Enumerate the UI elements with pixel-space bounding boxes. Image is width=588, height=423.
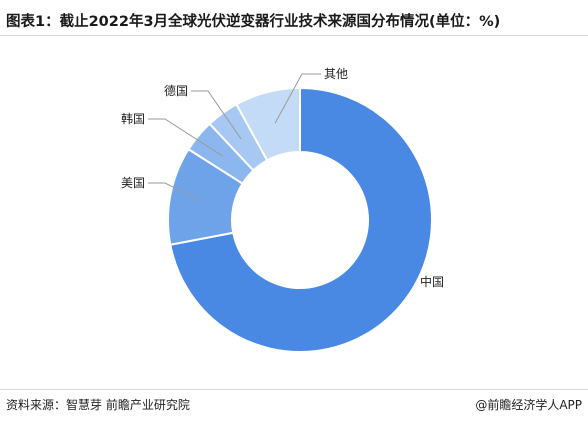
leader-line-2 (148, 118, 224, 157)
source-note: 资料来源：智慧芽 前瞻产业研究院 (6, 398, 190, 412)
slice-label-0: 中国 (420, 274, 444, 289)
slice-label-1: 美国 (121, 176, 145, 190)
leader-line-3 (191, 90, 242, 140)
slice-0 (169, 86, 433, 353)
title-divider (0, 35, 588, 36)
slice-label-3: 德国 (164, 83, 188, 98)
brand-watermark: @前瞻经济学人APP (475, 398, 582, 412)
slice-label-4: 其他 (324, 67, 348, 81)
footer-divider (0, 389, 588, 390)
leader-lines (148, 73, 321, 202)
leader-line-4 (274, 73, 321, 124)
chart-title: 图表1：截止2022年3月全球光伏逆变器行业技术来源国分布情况(单位：%) (6, 14, 501, 30)
donut-slices (167, 86, 433, 353)
leader-line-1 (148, 182, 202, 202)
slice-label-2: 韩国 (121, 111, 145, 126)
slice-labels: 中国 美国 韩国 德国 其他 (121, 67, 444, 289)
